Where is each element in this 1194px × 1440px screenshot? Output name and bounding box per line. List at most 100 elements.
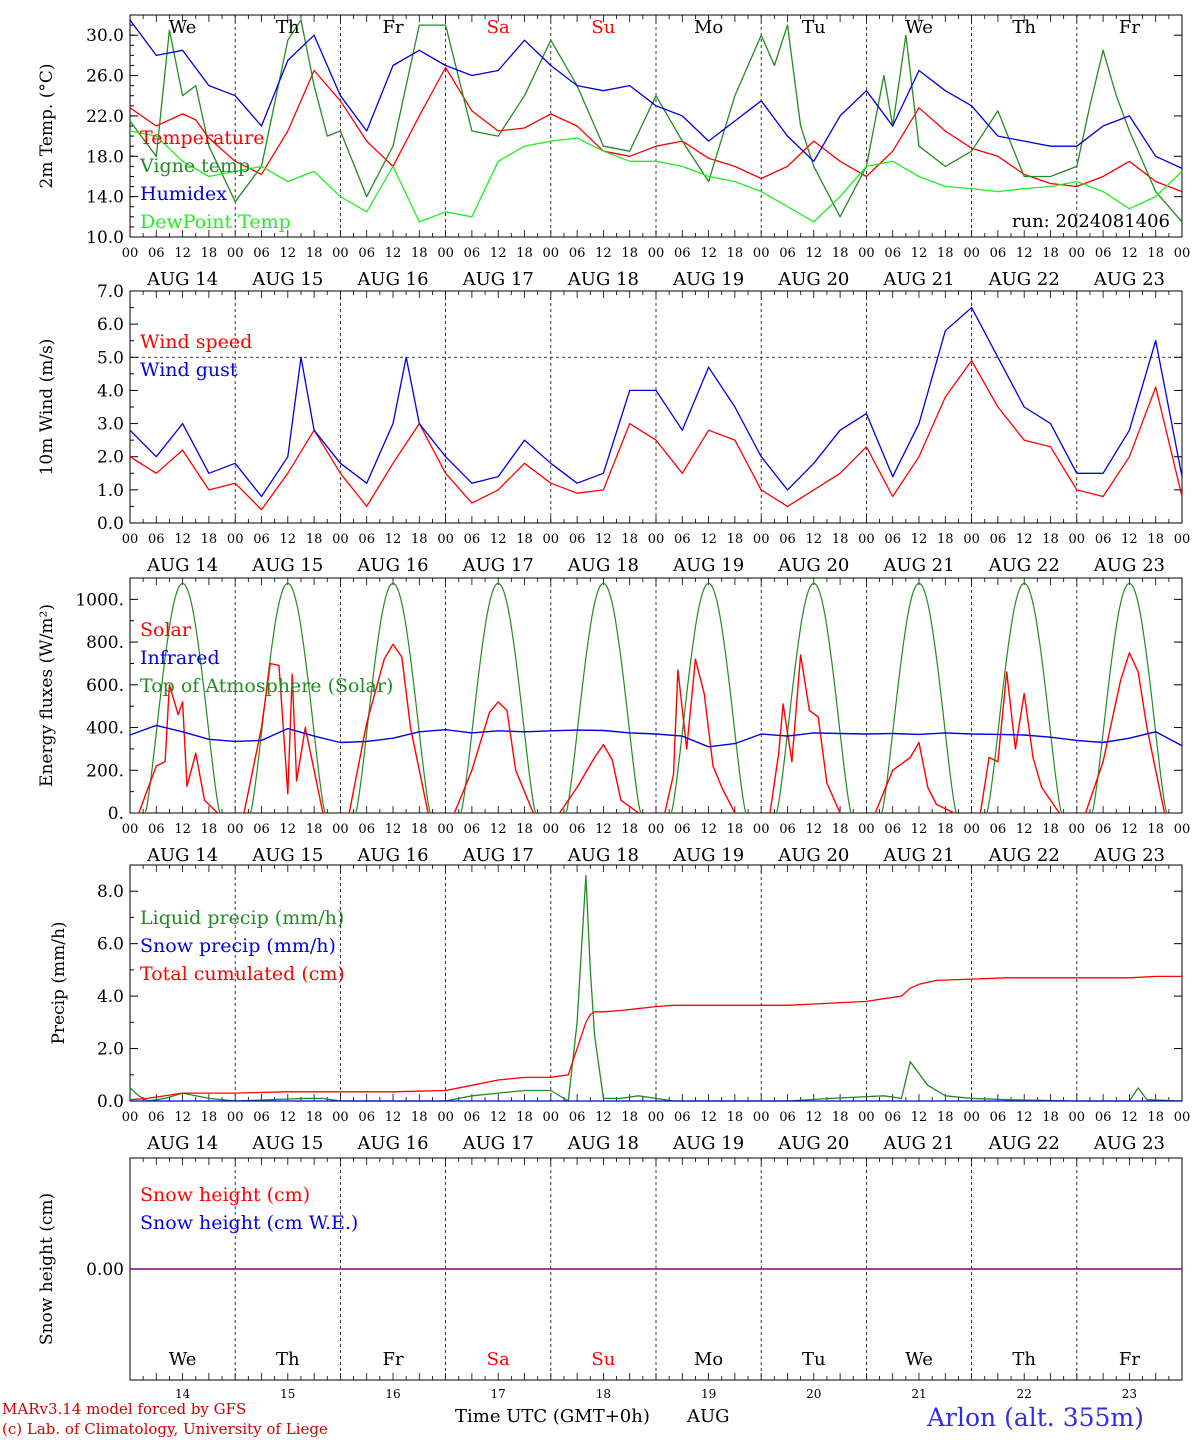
y-tick-label: 18.0 [86, 147, 124, 167]
hour-tick-label: 00 [858, 246, 875, 261]
hour-tick-label: 00 [122, 532, 139, 547]
series-line-solar [348, 643, 429, 814]
hour-tick-label: 18 [937, 1110, 954, 1125]
day-number-label: 14 [175, 1387, 191, 1401]
date-label: AUG 19 [672, 1133, 744, 1154]
hour-tick-label: 00 [1069, 1110, 1086, 1125]
date-label: AUG 17 [462, 845, 534, 866]
day-number-label: 20 [806, 1387, 821, 1401]
hour-tick-label: 12 [806, 246, 823, 261]
hour-tick-label: 06 [990, 822, 1007, 837]
hour-tick-label: 18 [832, 822, 849, 837]
hour-tick-label: 06 [569, 822, 586, 837]
hour-tick-label: 00 [1174, 1110, 1191, 1125]
hour-tick-label: 18 [621, 822, 638, 837]
hour-tick-label: 06 [779, 246, 796, 261]
hour-tick-label: 12 [911, 532, 928, 547]
hour-tick-label: 18 [1147, 822, 1164, 837]
hour-tick-label: 12 [1016, 246, 1033, 261]
day-number-label: 17 [491, 1387, 506, 1401]
hour-tick-label: 18 [1147, 532, 1164, 547]
legend-entry: Liquid precip (mm/h) [140, 907, 344, 929]
hour-tick-label: 12 [700, 532, 717, 547]
series-line-toa-solar [355, 582, 431, 814]
day-number-label: 16 [385, 1387, 400, 1401]
date-label: AUG 23 [1093, 269, 1165, 290]
y-tick-label: 6.0 [97, 935, 124, 955]
weekday-label: Su [591, 1349, 615, 1370]
weekday-label: Fr [382, 1349, 403, 1370]
date-label: AUG 16 [356, 555, 428, 576]
weekday-label: Tu [802, 1349, 826, 1370]
run-label: run: 2024081406 [1012, 211, 1170, 232]
hour-tick-label: 12 [595, 532, 612, 547]
model-credit: MARv3.14 model forced by GFS [2, 1400, 247, 1418]
date-label: AUG 23 [1093, 845, 1165, 866]
hour-tick-label: 18 [411, 532, 428, 547]
date-label: AUG 20 [777, 555, 849, 576]
weekday-label: Sa [487, 1349, 510, 1370]
series-line-toa-solar [986, 582, 1063, 814]
hour-tick-label: 18 [306, 822, 323, 837]
date-label: AUG 18 [567, 269, 639, 290]
legend-entry: Total cumulated (cm) [140, 963, 345, 985]
date-label: AUG 15 [251, 1133, 323, 1154]
y-tick-label: 200. [86, 761, 124, 781]
legend-entry: DewPoint Temp [140, 211, 291, 233]
y-tick-label: 400. [86, 719, 124, 739]
hour-tick-label: 06 [148, 822, 165, 837]
hour-tick-label: 18 [1042, 532, 1059, 547]
hour-tick-label: 00 [858, 822, 875, 837]
hour-tick-label: 06 [569, 1110, 586, 1125]
hour-tick-label: 06 [569, 246, 586, 261]
date-label: AUG 19 [672, 269, 744, 290]
y-tick-label: 6.0 [97, 315, 124, 335]
day-number-label: 21 [911, 1387, 926, 1401]
hour-tick-label: 18 [621, 532, 638, 547]
series-line-infrared [129, 724, 1183, 748]
hour-tick-label: 00 [437, 1110, 454, 1125]
weekday-label: Su [591, 17, 615, 38]
hour-tick-label: 12 [490, 1110, 507, 1125]
hour-tick-label: 00 [437, 532, 454, 547]
hour-tick-label: 06 [1095, 246, 1112, 261]
hour-tick-label: 18 [201, 822, 218, 837]
hour-tick-label: 18 [937, 246, 954, 261]
weekday-label: We [905, 1349, 933, 1370]
hour-tick-label: 12 [280, 246, 297, 261]
date-label: AUG 23 [1093, 555, 1165, 576]
date-label: AUG 21 [882, 845, 954, 866]
legend-entry: Solar [140, 619, 192, 641]
date-label: AUG 17 [462, 555, 534, 576]
hour-tick-label: 06 [1095, 532, 1112, 547]
hour-tick-label: 06 [148, 1110, 165, 1125]
hour-tick-label: 06 [884, 1110, 901, 1125]
hour-tick-label: 06 [464, 246, 481, 261]
date-label: AUG 18 [567, 1133, 639, 1154]
hour-tick-label: 06 [1095, 822, 1112, 837]
hour-tick-label: 18 [621, 1110, 638, 1125]
hour-tick-label: 06 [990, 532, 1007, 547]
hour-tick-label: 18 [516, 532, 533, 547]
legend-entry: Snow height (cm W.E.) [140, 1212, 358, 1234]
hour-tick-label: 18 [621, 246, 638, 261]
hour-tick-label: 12 [595, 822, 612, 837]
y-axis-label: 10m Wind (m/s) [37, 339, 57, 476]
hour-tick-label: 18 [411, 822, 428, 837]
hour-tick-label: 18 [937, 822, 954, 837]
hour-tick-label: 00 [858, 532, 875, 547]
series-line-humidex [129, 19, 1183, 169]
series-line-toa-solar [881, 582, 957, 814]
series-line-toa-solar [1091, 582, 1168, 814]
hour-tick-label: 12 [385, 1110, 402, 1125]
y-tick-label: 26.0 [86, 67, 124, 87]
y-tick-label: 22.0 [86, 107, 124, 127]
y-tick-label: 3.0 [97, 415, 124, 435]
date-label: AUG 22 [988, 269, 1060, 290]
weekday-label: Sa [487, 17, 510, 38]
hour-tick-label: 18 [727, 1110, 744, 1125]
weekday-label: Th [276, 17, 300, 38]
hour-tick-label: 00 [648, 1110, 665, 1125]
legend-entry: Wind speed [140, 331, 252, 353]
weekday-label: Th [276, 1349, 300, 1370]
